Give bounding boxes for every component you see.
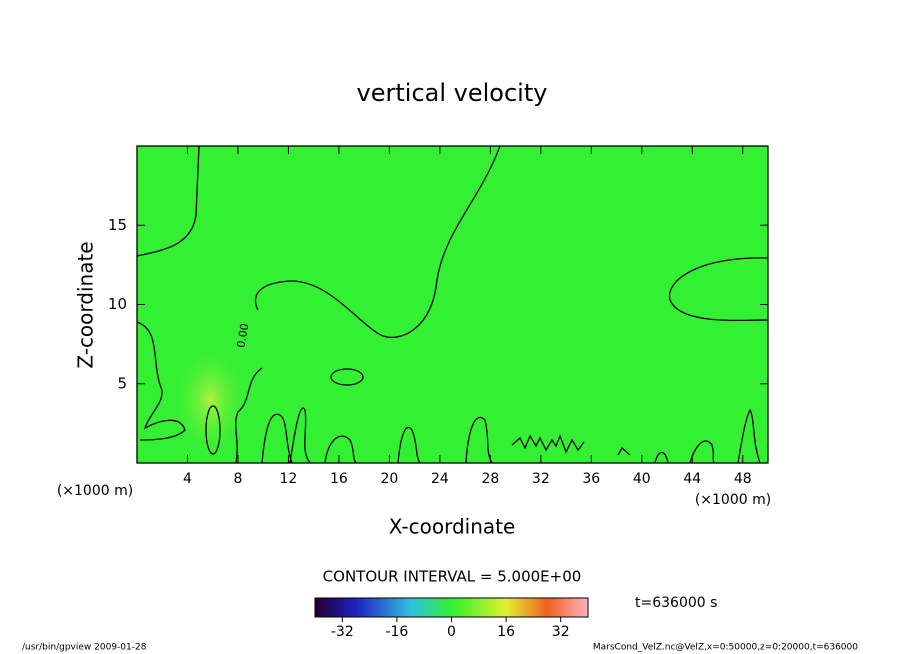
contour-line bbox=[205, 405, 221, 455]
contours: 0.00 bbox=[137, 146, 768, 463]
contour-line bbox=[668, 257, 768, 322]
x-tick-label: 36 bbox=[582, 471, 600, 487]
colorbar-tick-label: -16 bbox=[385, 624, 408, 640]
x-tick-label: 16 bbox=[330, 471, 348, 487]
contour-line bbox=[137, 321, 186, 441]
x-tick-label: 12 bbox=[280, 471, 298, 487]
contour-line bbox=[137, 146, 200, 257]
x-unit-label: (×1000 m) bbox=[695, 492, 771, 508]
y-tick-label: 15 bbox=[108, 216, 127, 234]
colorbar-tick-label: -32 bbox=[331, 624, 354, 640]
x-tick-label: 40 bbox=[633, 471, 651, 487]
x-tick-label: 20 bbox=[380, 471, 398, 487]
x-tick-label: 4 bbox=[183, 471, 192, 487]
colorbar-tick-label: 32 bbox=[552, 624, 570, 640]
footer-right: MarsCond_VelZ.nc@VelZ,x=0:50000,z=0:2000… bbox=[593, 643, 858, 653]
colorbar-tick-label: 16 bbox=[497, 624, 515, 640]
contour-line bbox=[235, 146, 501, 463]
contour-label: 0.00 bbox=[234, 322, 251, 348]
colorbar-tick-label: 0 bbox=[447, 624, 456, 640]
x-tick-label: 8 bbox=[233, 471, 242, 487]
x-tick-label: 48 bbox=[734, 471, 752, 487]
contour-line bbox=[330, 368, 364, 386]
y-axis-label: Z-coordinate bbox=[74, 241, 98, 368]
footer-left: /usr/bin/gpview 2009-01-28 bbox=[22, 643, 147, 653]
chart-title: vertical velocity bbox=[357, 79, 548, 107]
contour-line bbox=[261, 407, 761, 463]
x-tick-label: 44 bbox=[683, 471, 701, 487]
x-tick-label: 32 bbox=[532, 471, 550, 487]
y-tick-label: 5 bbox=[117, 374, 127, 392]
x-tick-label: 24 bbox=[431, 471, 449, 487]
time-label: t=636000 s bbox=[635, 595, 717, 611]
colorbar bbox=[314, 597, 589, 618]
shading bbox=[170, 340, 250, 460]
x-axis-label: X-coordinate bbox=[389, 515, 516, 539]
contour-interval: CONTOUR INTERVAL = 5.000E+00 bbox=[323, 568, 582, 586]
y-unit-label: (×1000 m) bbox=[57, 483, 133, 499]
x-tick-label: 28 bbox=[481, 471, 499, 487]
y-tick-label: 10 bbox=[108, 295, 127, 313]
